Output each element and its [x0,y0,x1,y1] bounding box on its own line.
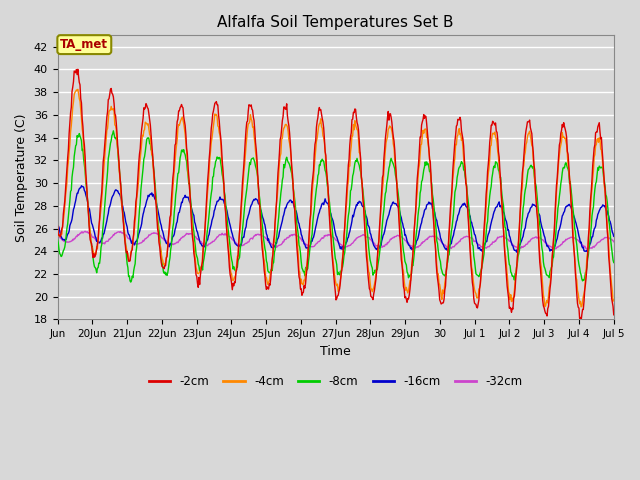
Title: Alfalfa Soil Temperatures Set B: Alfalfa Soil Temperatures Set B [218,15,454,30]
X-axis label: Time: Time [320,345,351,358]
Legend: -2cm, -4cm, -8cm, -16cm, -32cm: -2cm, -4cm, -8cm, -16cm, -32cm [144,371,527,393]
Text: TA_met: TA_met [60,38,108,51]
Y-axis label: Soil Temperature (C): Soil Temperature (C) [15,113,28,241]
